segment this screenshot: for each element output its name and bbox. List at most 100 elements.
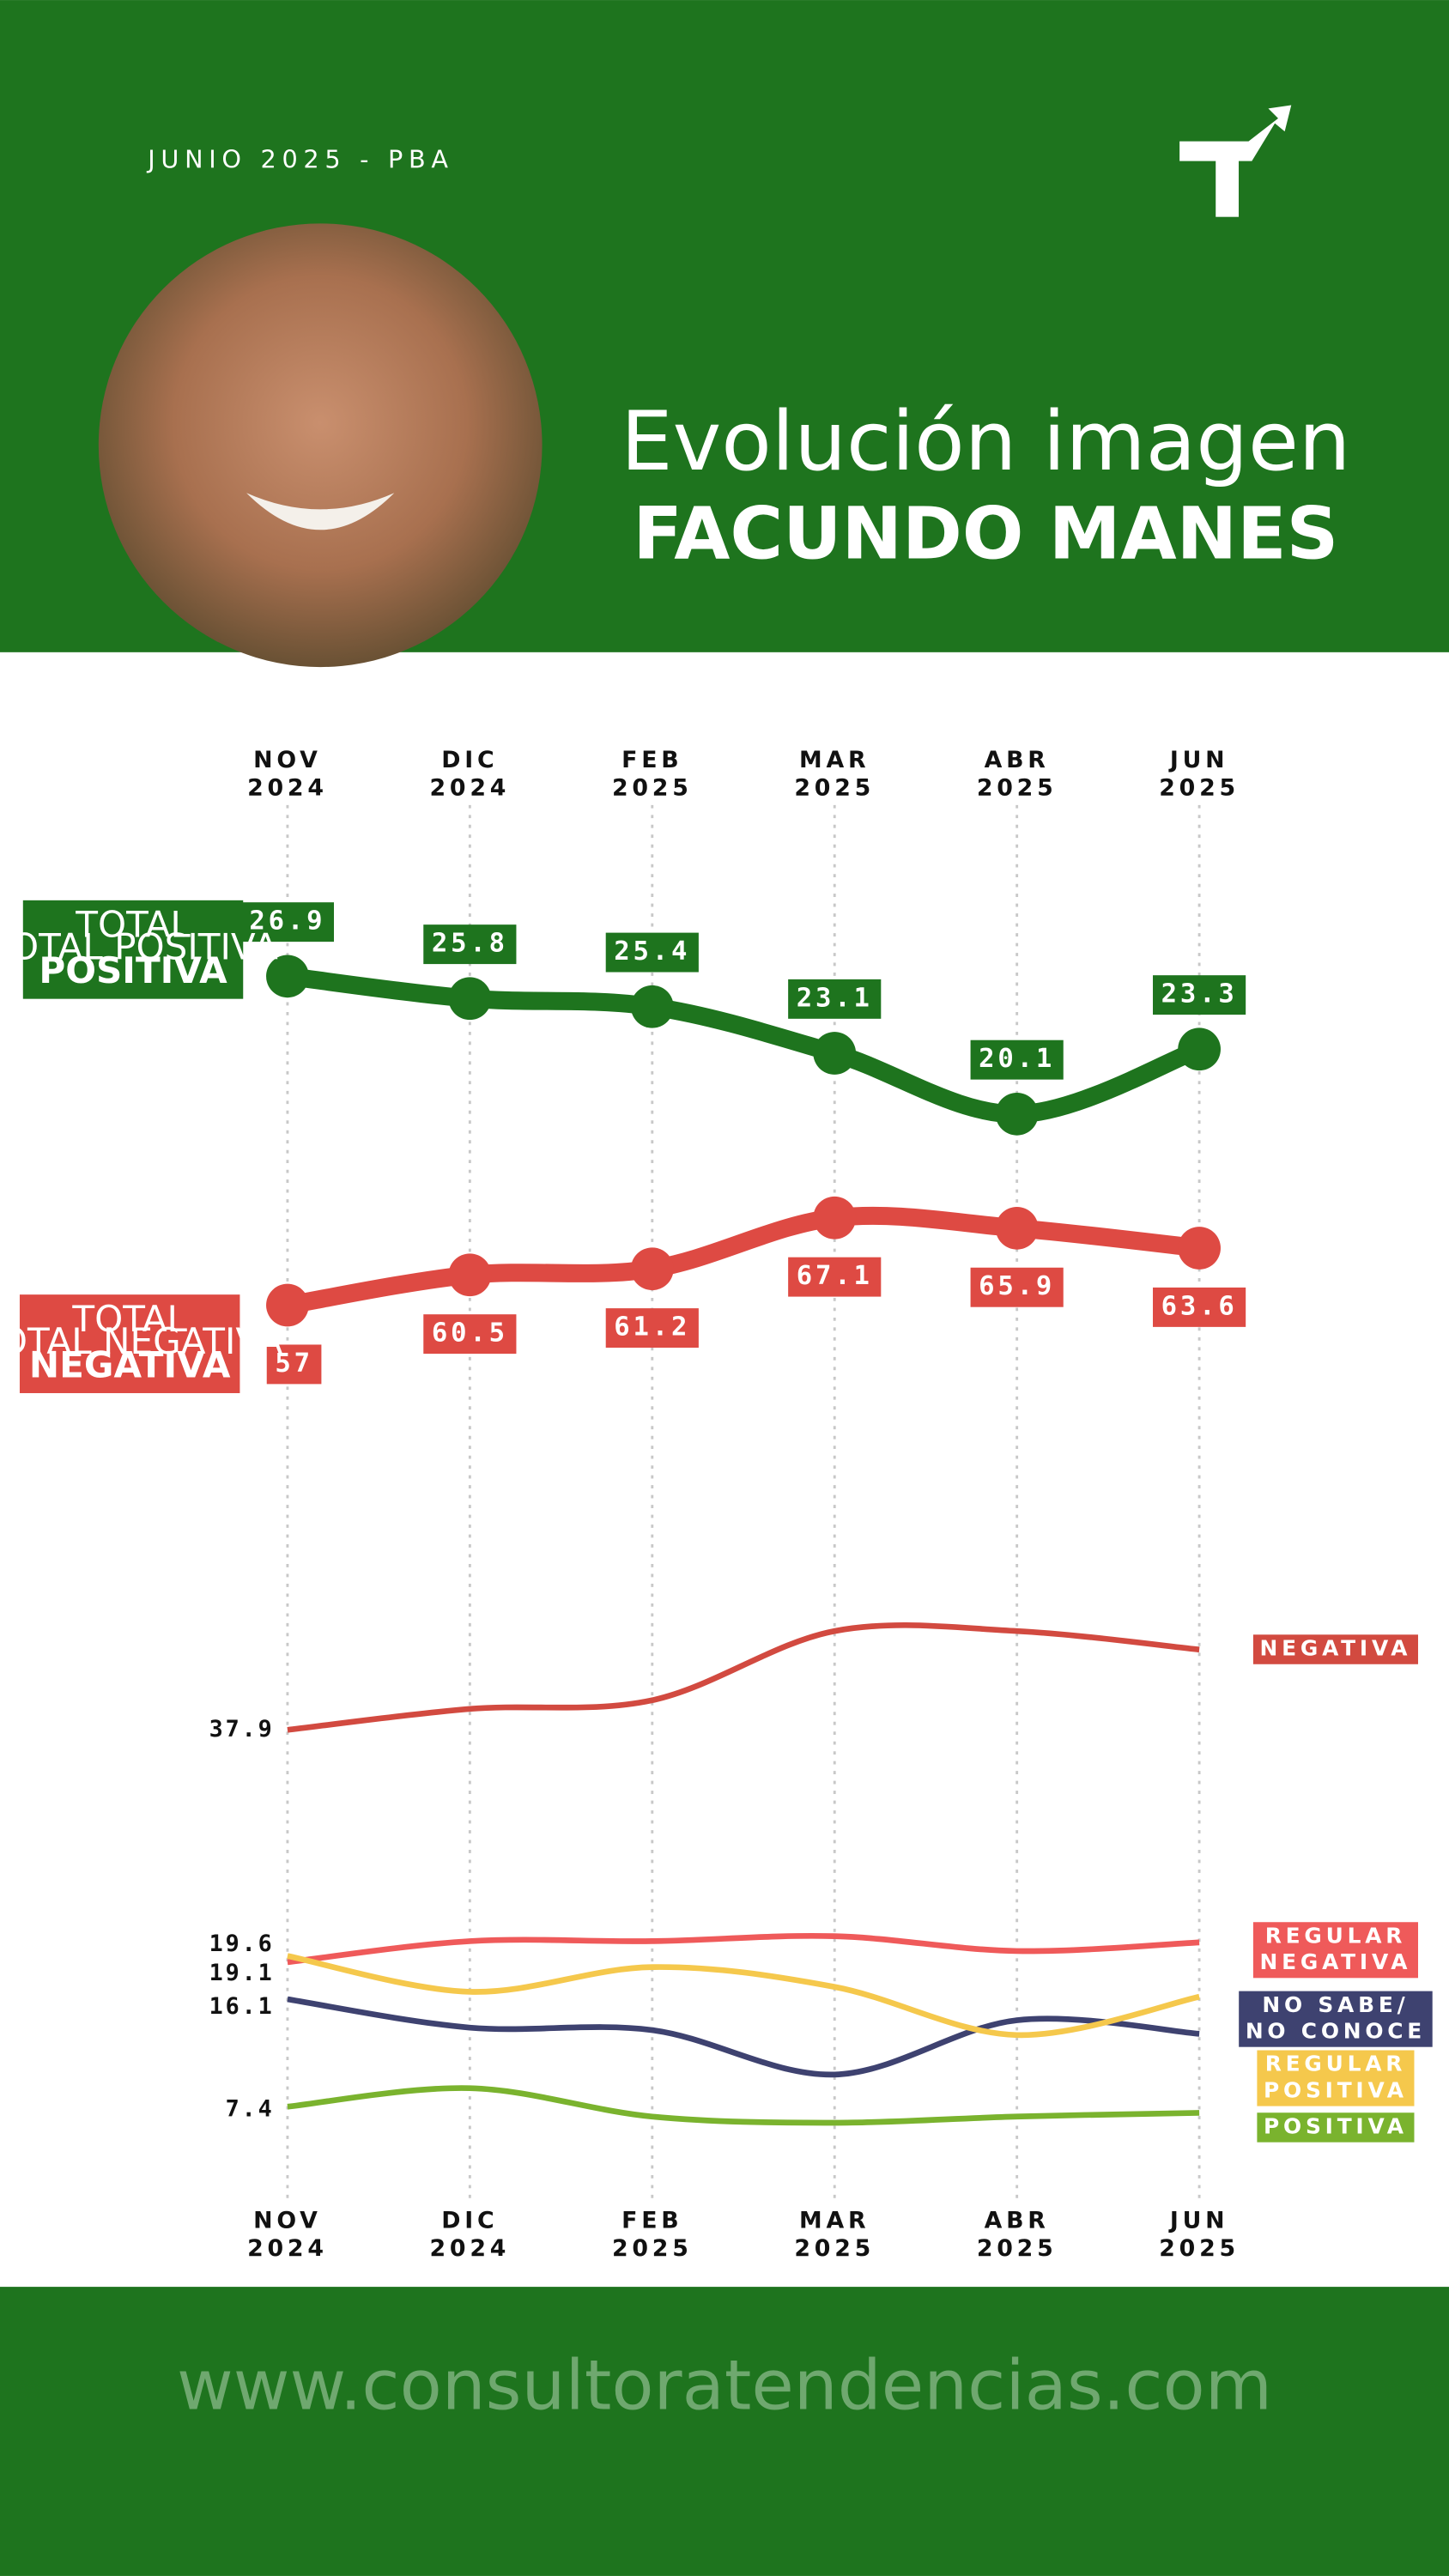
- value-label: 60.5: [423, 1314, 517, 1355]
- legend-entry: REGULAR POSITIVA: [1257, 2050, 1415, 2106]
- value-label-text: 65.9: [979, 1271, 1055, 1301]
- legend-entry: REGULAR NEGATIVA: [1252, 1922, 1418, 1979]
- value-label-box: [423, 924, 517, 965]
- value-label-text: 60.5: [432, 1318, 508, 1349]
- footer-url: www.consultoratendencias.com: [177, 2345, 1272, 2426]
- value-label: 23.1: [788, 979, 882, 1019]
- x-tick-word: JUN: [1168, 2207, 1228, 2234]
- series-line: [287, 1996, 1200, 2078]
- x-tick-label: DIC 2024: [430, 747, 511, 802]
- x-tick-word: MAR: [799, 2207, 870, 2234]
- value-label: 57: [266, 1344, 322, 1385]
- legend-word: NO CONOCE: [1246, 2018, 1426, 2043]
- x-tick-word: 2025: [1159, 2235, 1240, 2262]
- series-name-word: NEGATIVA: [29, 1343, 231, 1385]
- x-tick-word: ABR: [985, 2207, 1050, 2234]
- series-line: [278, 1206, 1209, 1315]
- start-value-label: 19.6: [209, 1930, 275, 1957]
- point: [995, 1206, 1039, 1250]
- value-label-text: 23.3: [1161, 979, 1238, 1009]
- start-value-label: 7.4: [226, 2096, 275, 2123]
- start-value-label: 16.1: [209, 1993, 275, 2020]
- x-tick-word: 2024: [430, 2235, 511, 2262]
- x-tick-label: JUN 2025: [1159, 2207, 1240, 2262]
- x-tick-label: MAR 2025: [794, 747, 875, 802]
- x-tick-word: MAR: [799, 747, 870, 773]
- legend-word: NEGATIVA: [1260, 1636, 1412, 1661]
- legend-box: [1239, 1991, 1433, 2047]
- x-tick-word: FEB: [621, 747, 682, 773]
- series-name-word: POSITIVA: [39, 949, 227, 991]
- x-tick-word: NOV: [253, 747, 322, 773]
- portrait: [98, 223, 543, 668]
- series-line: [287, 1932, 1200, 1966]
- series-line: [287, 2085, 1200, 2126]
- x-tick-word: FEB: [621, 2207, 682, 2234]
- x-tick-word: JUN: [1168, 747, 1228, 773]
- portrait-smile: [246, 493, 395, 530]
- x-tick-word: 2024: [430, 774, 511, 801]
- point: [266, 955, 309, 998]
- value-label-text: 25.8: [432, 929, 508, 959]
- value-label: 65.9: [970, 1267, 1064, 1307]
- value-label-text: 57: [275, 1349, 313, 1379]
- footer-band: [0, 2287, 1449, 2576]
- x-tick-label: ABR 2025: [977, 2207, 1058, 2262]
- value-label: 61.2: [605, 1308, 699, 1349]
- kicker: JUNIO 2025 - PBA: [146, 145, 453, 174]
- legend-word: NEGATIVA: [1260, 1949, 1412, 1974]
- series-name-box: [19, 1294, 240, 1393]
- start-value-label: 37.9: [209, 1716, 275, 1743]
- x-tick-label: FEB 2025: [612, 747, 693, 802]
- x-tick-label: MAR 2025: [794, 2207, 875, 2262]
- legend-label: NO SABE/NO CONOCE: [1246, 1992, 1426, 2044]
- series-name-word: TOTAL: [71, 1297, 187, 1339]
- x-tick-label: JUN 2025: [1159, 747, 1240, 802]
- value-label-text: 23.1: [797, 983, 873, 1013]
- x-tick-word: 2025: [794, 774, 875, 801]
- value-label-text: 26.9: [249, 906, 325, 936]
- value-label-text: 61.2: [614, 1312, 690, 1343]
- x-tick-word: 2025: [794, 2235, 875, 2262]
- legend-word: REGULAR: [1265, 2052, 1406, 2076]
- value-label-text: 67.1: [797, 1261, 873, 1291]
- point: [266, 1283, 309, 1327]
- value-label: 63.6: [1153, 1287, 1246, 1327]
- value-label-box: [423, 1314, 517, 1355]
- title: Evolución imagen: [621, 393, 1350, 489]
- x-tick-label: NOV 2024: [247, 2207, 328, 2262]
- value-label-box: [1153, 1287, 1246, 1327]
- x-tick-word: 2024: [247, 2235, 328, 2262]
- value-label-box: [788, 979, 882, 1019]
- legend-word: NO SABE/: [1262, 1992, 1409, 2017]
- value-label: 25.8: [423, 924, 517, 965]
- x-tick-word: NOV: [253, 2207, 322, 2234]
- legend-box: [1252, 1922, 1418, 1979]
- value-label-box: [970, 1267, 1064, 1307]
- point: [630, 1247, 674, 1291]
- x-tick-word: 2024: [247, 774, 328, 801]
- x-tick-word: 2025: [977, 774, 1058, 801]
- legend-word: POSITIVA: [1264, 2077, 1408, 2102]
- legend-label: POSITIVA: [1264, 2113, 1408, 2138]
- legend-box: [1252, 1634, 1418, 1664]
- value-label-text: 25.4: [614, 936, 690, 967]
- series-line: [287, 1621, 1200, 1733]
- legend-entry: NEGATIVA: [1252, 1634, 1418, 1664]
- value-label-box: [970, 1039, 1064, 1080]
- legend-label: REGULAR NEGATIVA: [1260, 1923, 1412, 1974]
- legend-box: [1257, 2050, 1415, 2106]
- point: [813, 1196, 857, 1240]
- legend-label: REGULAR POSITIVA: [1264, 2052, 1408, 2103]
- logo: [1179, 105, 1292, 217]
- x-tick-word: DIC: [441, 2207, 498, 2234]
- x-tick-label: ABR 2025: [977, 747, 1058, 802]
- series-name-word: TOTAL: [75, 903, 191, 945]
- subtitle: FACUNDO MANES: [633, 492, 1338, 576]
- x-tick-word: DIC: [441, 747, 498, 773]
- legend-label: NEGATIVA: [1260, 1636, 1412, 1661]
- point: [630, 985, 674, 1028]
- series-line: [287, 1953, 1200, 2039]
- point: [995, 1092, 1039, 1136]
